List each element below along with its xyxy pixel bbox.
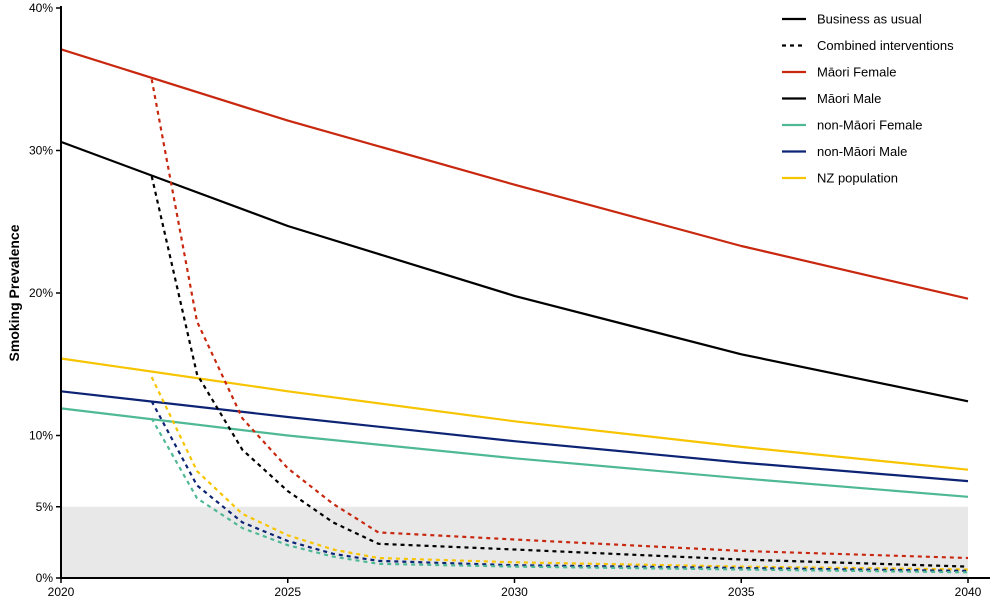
legend-label: Business as usual xyxy=(817,12,922,27)
y-tick-label: 5% xyxy=(36,500,54,514)
legend-item: NZ population xyxy=(782,171,898,186)
legend-item: Combined interventions xyxy=(782,38,954,53)
series-line-nz-population-bau xyxy=(60,357,969,471)
target-band xyxy=(61,506,968,578)
series-line-nz-population-combined xyxy=(150,376,969,571)
series-line-maori-female-bau xyxy=(60,48,969,300)
target-band-layer xyxy=(61,506,968,578)
series-line-maori-male-bau xyxy=(60,140,969,403)
legend-label: Combined interventions xyxy=(817,38,954,53)
legend-item: non-Māori Female xyxy=(782,118,923,133)
legend-label: non-Māori Male xyxy=(817,144,907,159)
x-tick-label: 2040 xyxy=(955,585,982,599)
series-line-non-maori-female-bau xyxy=(60,407,969,498)
x-tick-label: 2025 xyxy=(274,585,301,599)
x-tick-label: 2020 xyxy=(48,585,75,599)
y-tick-label: 20% xyxy=(29,286,53,300)
legend-label: non-Māori Female xyxy=(817,118,923,133)
y-tick-label: 30% xyxy=(29,144,53,158)
series-line-non-maori-male-combined xyxy=(150,400,969,572)
ticks-layer: 0% 5% 10% 20% 30% 40% 2020 2025 2030 2035 2040 xyxy=(29,1,982,599)
series-line-maori-male-combined xyxy=(150,175,969,568)
y-tick-label: 40% xyxy=(29,1,53,15)
legend-item: non-Māori Male xyxy=(782,144,907,159)
legend: Business as usual Combined interventions M… xyxy=(782,12,954,186)
legend-item: Māori Male xyxy=(782,91,881,106)
series-line-maori-female-combined xyxy=(150,79,969,560)
legend-item: Māori Female xyxy=(782,65,896,80)
legend-label: Māori Male xyxy=(817,91,881,106)
series-line-non-maori-female-combined xyxy=(150,417,969,574)
legend-label: NZ population xyxy=(817,171,898,186)
legend-label: Māori Female xyxy=(817,65,896,80)
x-tick-label: 2035 xyxy=(728,585,755,599)
series-line-non-maori-male-bau xyxy=(60,390,969,483)
y-axis-title: Smoking Prevalence xyxy=(6,224,22,361)
legend-item: Business as usual xyxy=(782,12,922,27)
y-tick-label: 10% xyxy=(29,429,53,443)
series-layer xyxy=(60,48,969,574)
x-tick-label: 2030 xyxy=(501,585,528,599)
y-tick-label: 0% xyxy=(36,571,54,585)
